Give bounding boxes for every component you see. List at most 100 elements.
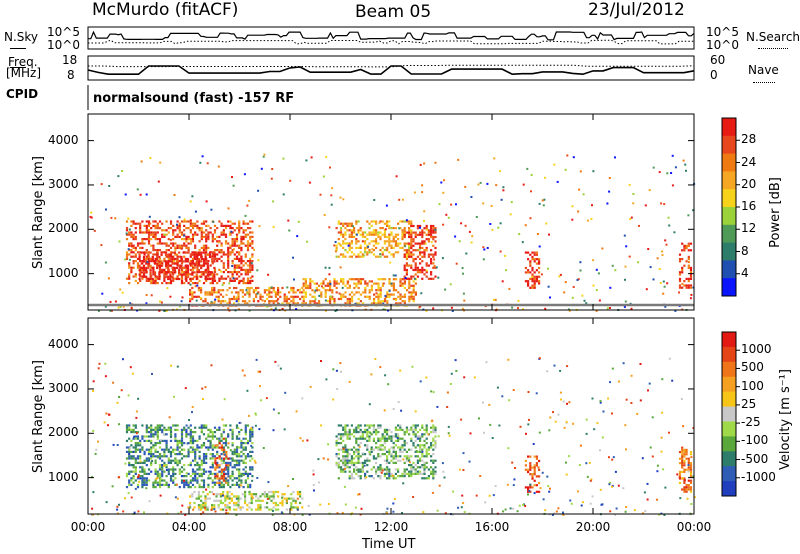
echo-cell	[390, 435, 393, 438]
echo-cell	[661, 378, 664, 381]
echo-cell	[147, 468, 151, 471]
echo-cell	[254, 412, 257, 415]
echo-cell	[340, 293, 343, 296]
echo-cell	[364, 286, 367, 290]
echo-cell	[452, 490, 455, 493]
echo-cell	[309, 278, 312, 281]
echo-cell	[337, 222, 340, 225]
echo-cell	[375, 240, 378, 243]
echo-cell	[120, 389, 123, 392]
echo-cell	[685, 169, 687, 172]
echo-cell	[423, 464, 426, 467]
velocity-panel-frame	[87, 317, 695, 515]
echo-cell	[209, 453, 212, 456]
echo-cell	[681, 271, 684, 274]
echo-cell	[318, 481, 321, 484]
echo-cell	[379, 227, 382, 230]
echo-cell	[366, 448, 369, 451]
echo-cell	[249, 242, 252, 245]
power-colorbar-swatch	[722, 135, 736, 155]
echo-cell	[458, 468, 461, 471]
echo-cell	[375, 242, 378, 245]
echo-cell	[366, 459, 369, 462]
echo-cell	[419, 459, 422, 462]
echo-cell	[379, 293, 382, 296]
echo-cell	[379, 366, 382, 369]
echo-cell	[565, 473, 568, 476]
echo-cell	[227, 224, 230, 227]
echo-cell	[246, 242, 250, 245]
echo-cell	[141, 466, 144, 469]
echo-cell	[251, 446, 254, 449]
echo-cell	[432, 437, 435, 440]
echo-cell	[318, 284, 321, 287]
echo-cell	[227, 483, 230, 486]
echo-cell	[624, 510, 627, 513]
echo-cell	[549, 487, 551, 490]
echo-cell	[408, 448, 411, 451]
echo-cell	[196, 461, 199, 464]
echo-cell	[379, 444, 382, 447]
echo-cell	[185, 431, 188, 434]
echo-cell	[140, 160, 143, 163]
echo-cell	[434, 444, 437, 447]
echo-cell	[608, 190, 611, 193]
echo-cell	[136, 282, 140, 285]
echo-cell	[160, 301, 163, 304]
echo-cell	[193, 295, 196, 298]
echo-cell	[304, 280, 307, 283]
echo-cell	[388, 470, 391, 473]
echo-cell	[235, 235, 239, 238]
echo-cell	[191, 406, 194, 408]
echo-cell	[386, 433, 389, 436]
echo-cell	[361, 240, 364, 243]
echo-cell	[307, 504, 310, 507]
echo-cell	[373, 300, 376, 303]
echo-cell	[381, 220, 384, 223]
echo-cell	[651, 455, 654, 458]
echo-cell	[380, 471, 383, 474]
echo-cell	[397, 468, 400, 471]
echo-cell	[202, 457, 206, 460]
echo-cell	[169, 246, 173, 249]
echo-cell	[359, 461, 362, 464]
echo-cell	[344, 255, 347, 258]
echo-cell	[216, 457, 219, 460]
echo-cell	[163, 257, 166, 260]
echo-cell	[538, 490, 541, 493]
echo-cell	[512, 389, 515, 391]
echo-cell	[168, 416, 171, 419]
echo-cell	[221, 284, 224, 287]
echo-cell	[533, 468, 536, 471]
echo-cell	[208, 253, 212, 256]
echo-cell	[423, 468, 426, 471]
echo-cell	[693, 496, 696, 499]
echo-cell	[498, 424, 501, 427]
echo-cell	[174, 439, 177, 442]
echo-cell	[167, 269, 170, 272]
echo-cell	[211, 255, 214, 258]
echo-cell	[169, 295, 172, 298]
echo-cell	[259, 508, 262, 511]
echo-cell	[461, 494, 464, 497]
echo-cell	[136, 264, 140, 267]
echo-cell	[136, 257, 140, 260]
echo-cell	[134, 459, 137, 462]
echo-cell	[163, 483, 166, 486]
echo-cell	[147, 257, 151, 260]
echo-cell	[687, 266, 690, 269]
echo-cell	[290, 286, 293, 290]
echo-cell	[397, 455, 400, 458]
echo-cell	[180, 255, 183, 259]
echo-cell	[213, 224, 217, 227]
echo-cell	[524, 459, 527, 463]
echo-cell	[427, 229, 430, 232]
echo-cell	[134, 479, 137, 482]
echo-cell	[434, 240, 437, 243]
echo-cell	[150, 428, 153, 431]
echo-cell	[185, 483, 188, 486]
echo-cell	[493, 157, 496, 160]
echo-cell	[238, 264, 241, 267]
echo-cell	[141, 461, 144, 464]
echo-cell	[388, 251, 391, 254]
